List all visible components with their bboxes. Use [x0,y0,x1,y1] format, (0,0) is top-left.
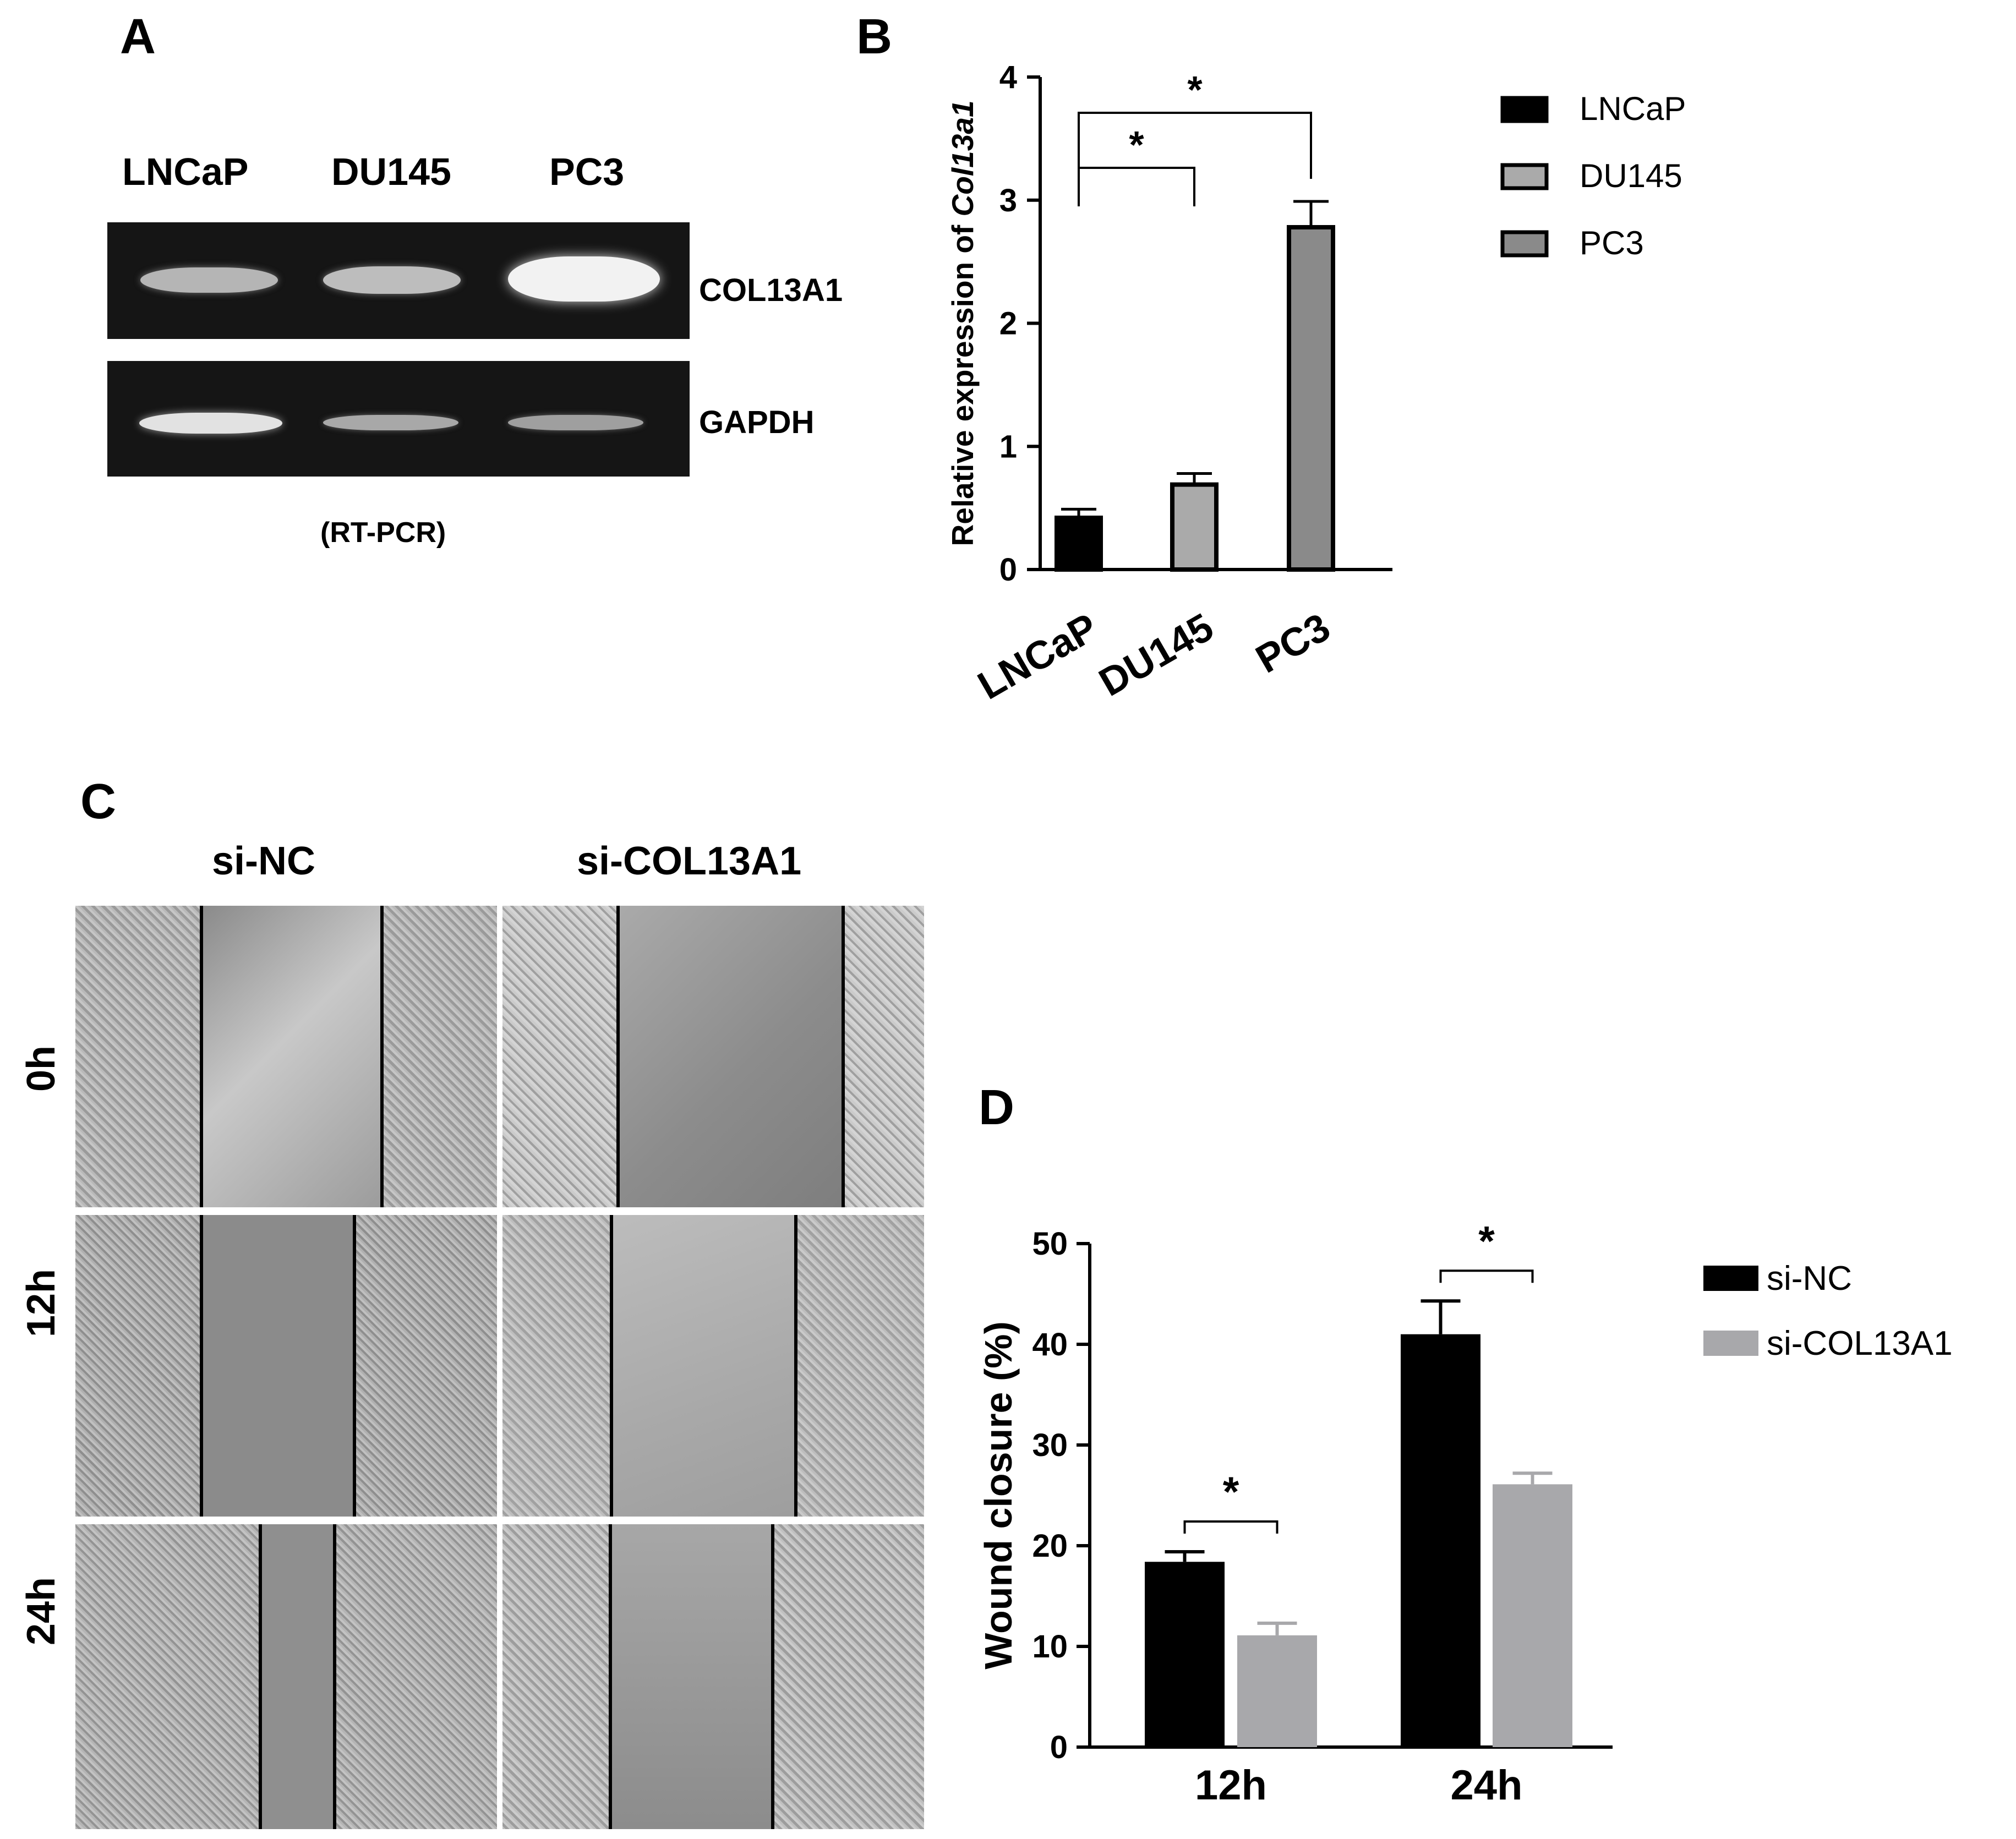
gel-col13a1 [107,222,690,339]
row-label-12h: 12h [19,1268,63,1338]
bar-si-nc-12h [1145,1562,1225,1747]
y-tick-label: 3 [999,183,1017,218]
y-axis-title: Relative expression of Col13a1 [946,100,980,546]
scratch-line [616,906,620,1207]
y-tick-label: 20 [1032,1528,1068,1564]
significance-bracket [1078,112,1312,206]
legend-label-pc3: PC3 [1580,225,1644,261]
wound-gap [618,906,843,1207]
lane-label-du145: DU145 [331,150,451,193]
bar-lncap [1055,516,1103,572]
lane-label-lncap: LNCaP [122,150,249,193]
micrograph-si-col13a1-24h [502,1524,924,1829]
scratch-line [380,906,384,1207]
legend-label-si-nc: si-NC [1767,1260,1852,1298]
legend-label-du145: DU145 [1580,157,1682,194]
chart-b: 0 1 2 3 4 Relative expression of Col13a1 LNCaP… [946,59,1686,708]
micrograph-si-nc-12h [75,1215,497,1517]
bar-du145 [1170,482,1219,572]
panel-b-label: B [856,9,892,64]
row-label-24h: 24h [19,1577,63,1646]
wound-gap [611,1215,795,1517]
bar-si-col13a1-12h [1237,1635,1317,1747]
wound-gap [201,1215,354,1517]
band-col13a1-du145 [323,266,461,294]
scratch-line [842,906,845,1207]
y-axis-title: Wound closure (%) [977,1321,1020,1670]
panel-d-label: D [979,1080,1014,1135]
chart-d: 0 10 20 30 40 50 Wound closure (%) 12h * 24h * si-N… [977,1218,1953,1809]
scratch-line [610,1215,613,1517]
wound-gap [610,1524,772,1829]
micrograph-si-col13a1-0h [502,906,924,1207]
significance-star: * [1478,1218,1495,1265]
legend-label-si-col13a1: si-COL13A1 [1767,1324,1953,1362]
legend-swatch-lncap [1500,96,1549,123]
bar-pc3 [1287,225,1335,572]
significance-star: * [1223,1469,1239,1515]
scratch-line [200,1215,203,1517]
column-label-si-col13a1: si-COL13A1 [577,839,802,883]
legend-swatch-du145 [1500,163,1549,190]
band-col13a1-pc3 [508,256,660,302]
band-gapdh-pc3 [508,415,643,430]
y-tick-label: 30 [1032,1427,1068,1463]
band-gapdh-lncap [139,413,282,434]
x-tick-label-du145: DU145 [1092,605,1221,705]
x-tick-label-pc3: PC3 [1249,605,1337,682]
y-tick-label: 4 [999,59,1017,95]
x-tick-label-24h: 24h [1451,1762,1523,1809]
bar-si-col13a1-24h [1493,1484,1572,1747]
x-tick-label-lncap: LNCaP [971,605,1105,708]
y-tick-label: 10 [1032,1629,1068,1665]
legend-swatch-pc3 [1500,230,1549,258]
micrograph-si-col13a1-12h [502,1215,924,1517]
wound-gap [260,1524,334,1829]
significance-bracket [1078,167,1195,206]
column-label-si-nc: si-NC [212,839,316,883]
lane-label-pc3: PC3 [549,150,625,193]
y-axis-title-gene: Col13a1 [946,100,980,216]
scratch-line [771,1524,774,1829]
band-col13a1-lncap [140,267,278,293]
scratch-line [353,1215,356,1517]
gel-caption: (RT-PCR) [320,517,446,549]
scratch-line [609,1524,612,1829]
y-tick-label: 50 [1032,1226,1068,1262]
scratch-line [794,1215,797,1517]
y-tick-label: 2 [999,306,1017,342]
micrograph-si-nc-0h [75,906,497,1207]
significance-bracket [1439,1269,1534,1283]
band-gapdh-du145 [323,415,458,430]
y-tick-label: 0 [1050,1729,1068,1765]
x-tick-label-12h: 12h [1195,1762,1267,1809]
significance-star: * [1129,123,1144,166]
gene-label-col13a1: COL13A1 [699,272,843,308]
micrograph-si-nc-24h [75,1524,497,1829]
legend-label-lncap: LNCaP [1580,90,1686,127]
y-tick-label: 0 [999,552,1017,588]
scratch-line [200,906,203,1207]
bar-si-nc-24h [1401,1334,1480,1747]
scratch-line [333,1524,336,1829]
legend-swatch-si-nc [1703,1266,1758,1291]
panel-a-label: A [120,9,156,64]
y-tick-label: 40 [1032,1327,1068,1362]
panel-c-label: C [80,774,116,829]
gene-label-gapdh: GAPDH [699,404,815,440]
row-label-0h: 0h [19,1045,63,1092]
y-tick-label: 1 [999,429,1017,464]
wound-gap [201,906,382,1207]
significance-bracket [1183,1520,1279,1534]
significance-star: * [1187,68,1203,111]
legend-swatch-si-col13a1 [1703,1331,1758,1356]
scratch-line [259,1524,262,1829]
gel-gapdh [107,361,690,477]
